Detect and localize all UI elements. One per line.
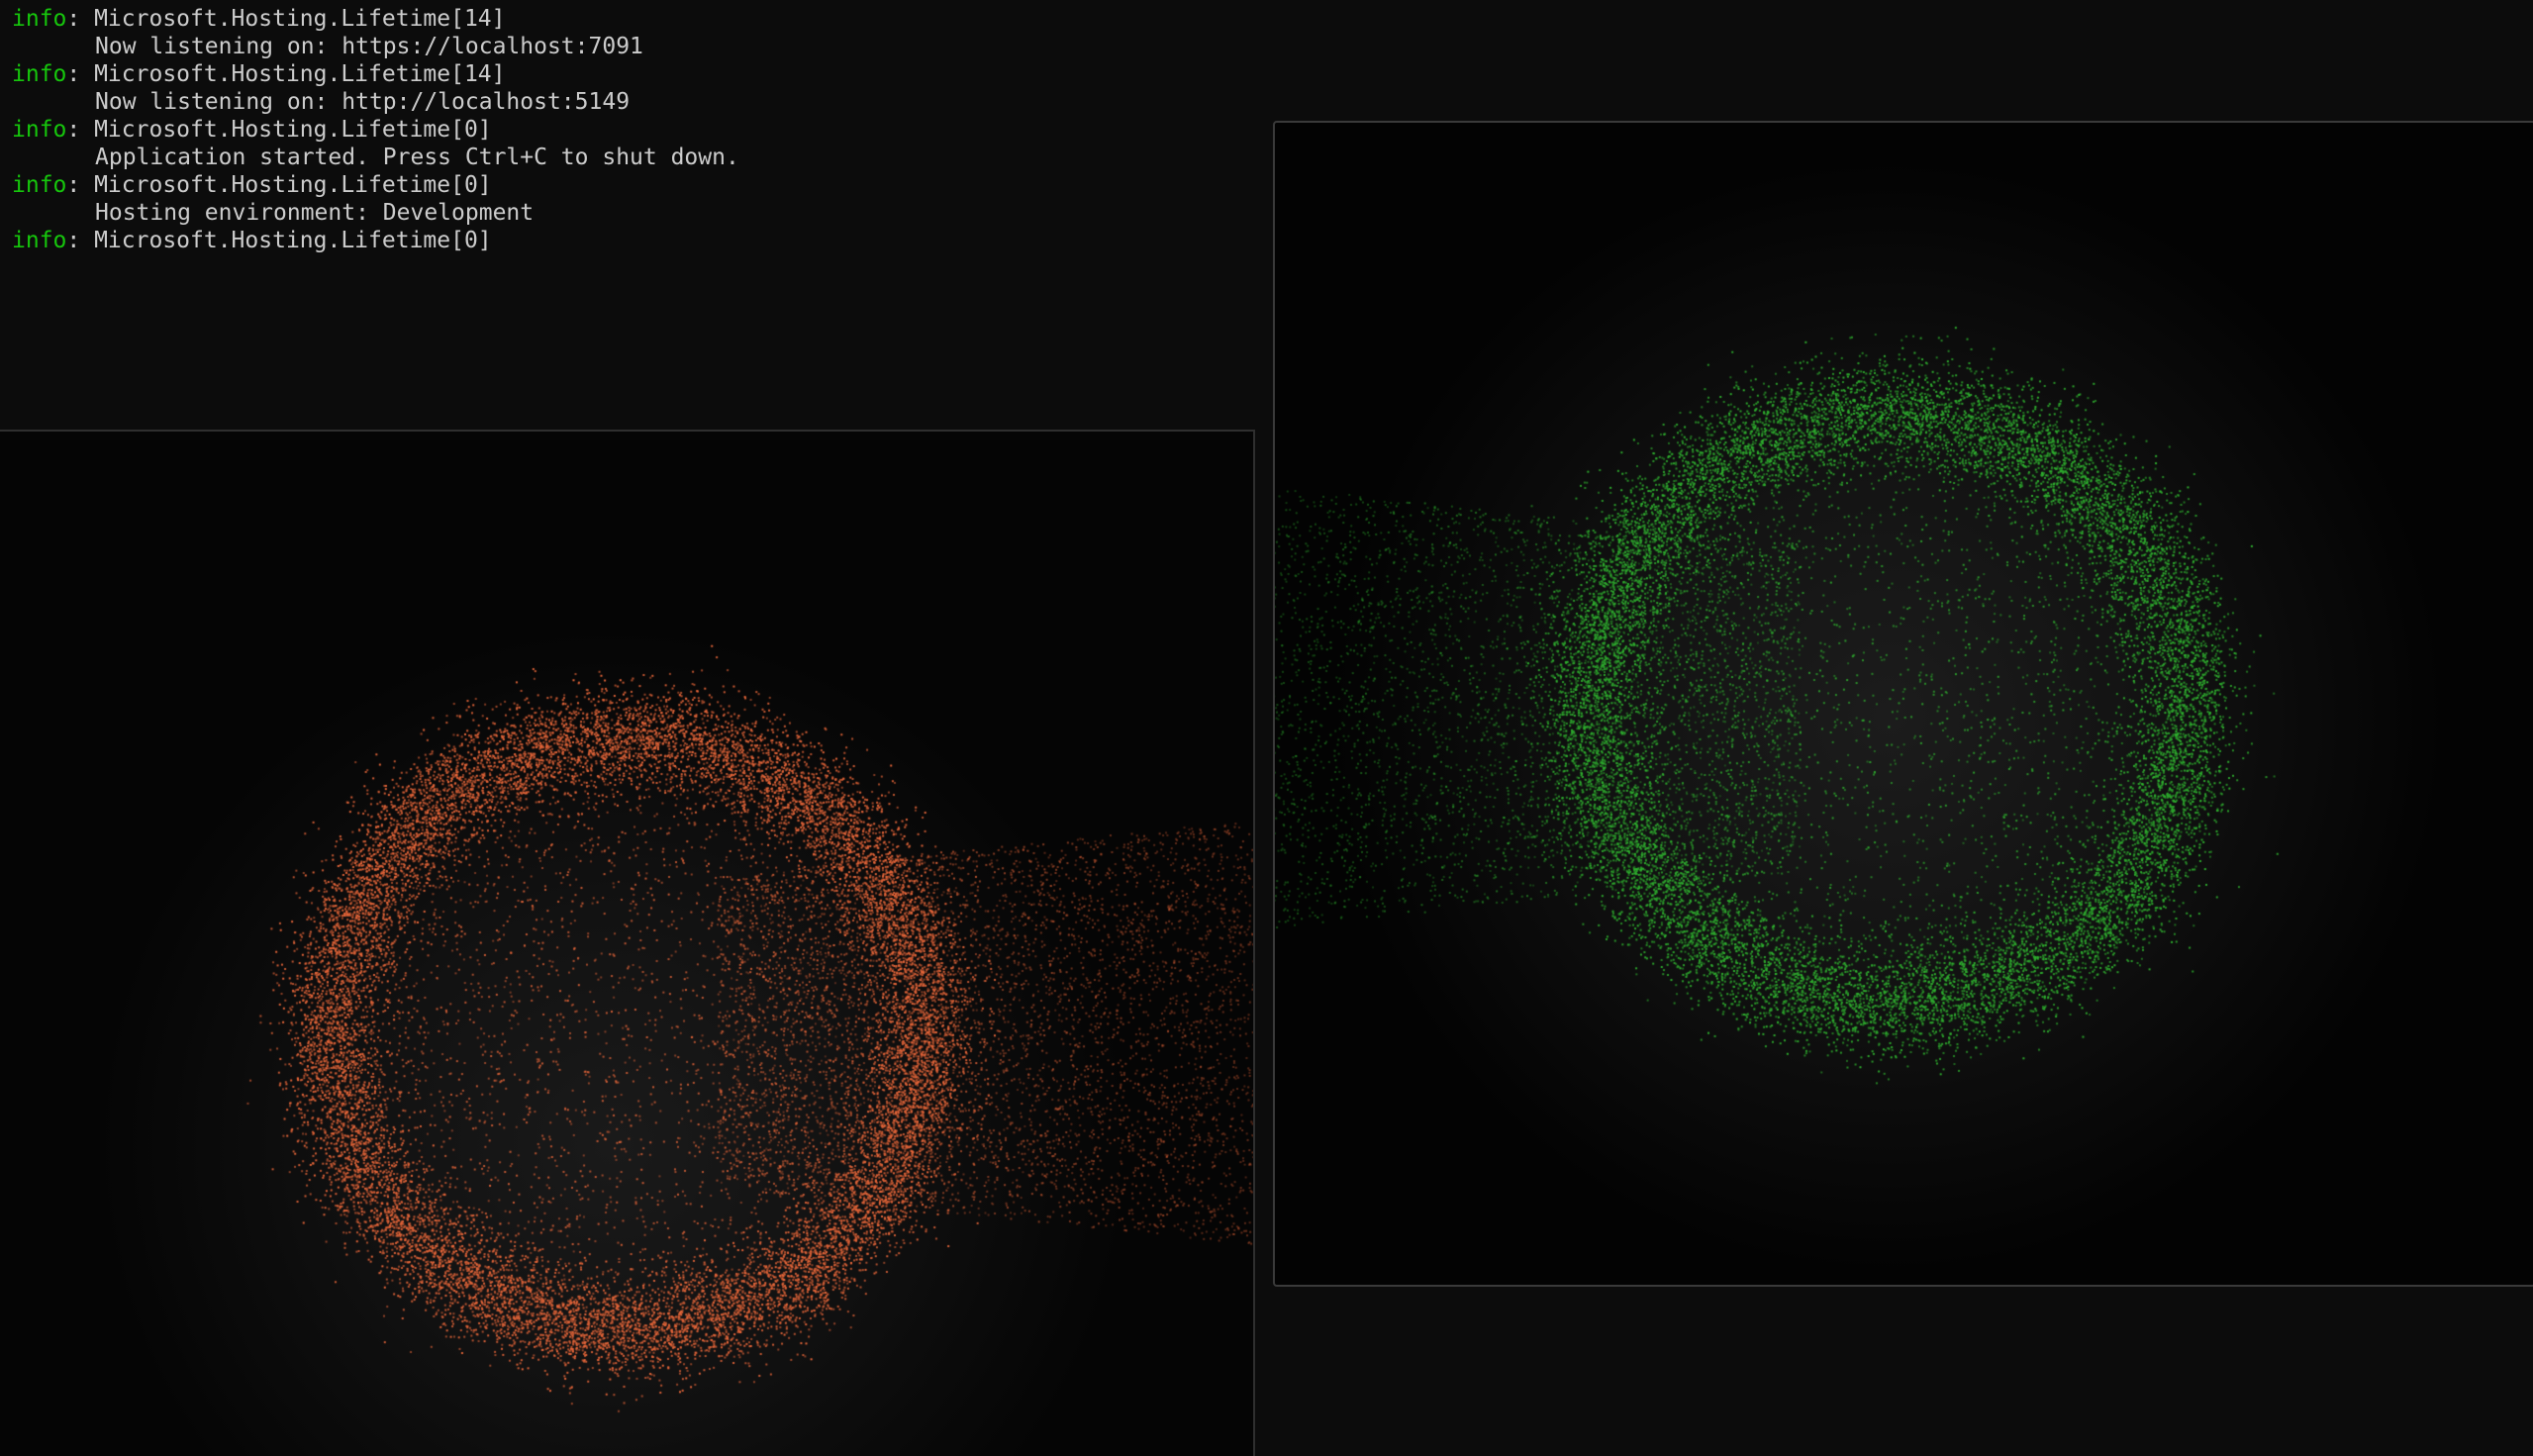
log-line-5: info: Microsoft.Hosting.Lifetime[0] (0, 227, 2533, 254)
orange-particle-canvas[interactable] (0, 432, 1253, 1456)
log-detail-1: Now listening on: https://localhost:7091 (95, 34, 643, 59)
log-source: : Microsoft.Hosting.Lifetime[0] (66, 117, 492, 143)
orange-particle-window[interactable] (0, 430, 1255, 1456)
log-level: info (12, 61, 67, 87)
log-line-1: info: Microsoft.Hosting.Lifetime[14] (0, 5, 2533, 33)
log-detail-3: Application started. Press Ctrl+C to shu… (95, 145, 739, 170)
log-level: info (12, 117, 67, 143)
log-line-3: info: Microsoft.Hosting.Lifetime[0] (0, 116, 2533, 144)
log-detail-4: Hosting environment: Development (95, 200, 535, 226)
log-level: info (12, 172, 67, 198)
green-particle-canvas[interactable] (1275, 123, 2533, 1285)
log-source: : Microsoft.Hosting.Lifetime[14] (66, 61, 506, 87)
log-detail-2: Now listening on: http://localhost:5149 (95, 89, 631, 115)
log-line-2: info: Microsoft.Hosting.Lifetime[14] (0, 60, 2533, 88)
log-source: : Microsoft.Hosting.Lifetime[0] (66, 172, 492, 198)
log-source: : Microsoft.Hosting.Lifetime[0] (66, 228, 492, 253)
log-level: info (12, 6, 67, 32)
green-particle-window[interactable] (1273, 121, 2533, 1287)
log-line-4: info: Microsoft.Hosting.Lifetime[0] (0, 171, 2533, 199)
log-source: : Microsoft.Hosting.Lifetime[14] (66, 6, 506, 32)
log-level: info (12, 228, 67, 253)
